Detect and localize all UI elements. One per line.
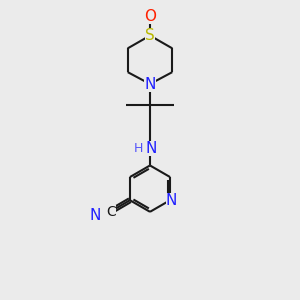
Text: C: C (106, 205, 116, 219)
Text: H: H (134, 142, 143, 155)
Text: N: N (144, 76, 156, 92)
Text: S: S (145, 28, 155, 43)
Text: N: N (89, 208, 101, 223)
Text: O: O (144, 9, 156, 24)
Text: N: N (166, 193, 177, 208)
Text: N: N (146, 141, 157, 156)
